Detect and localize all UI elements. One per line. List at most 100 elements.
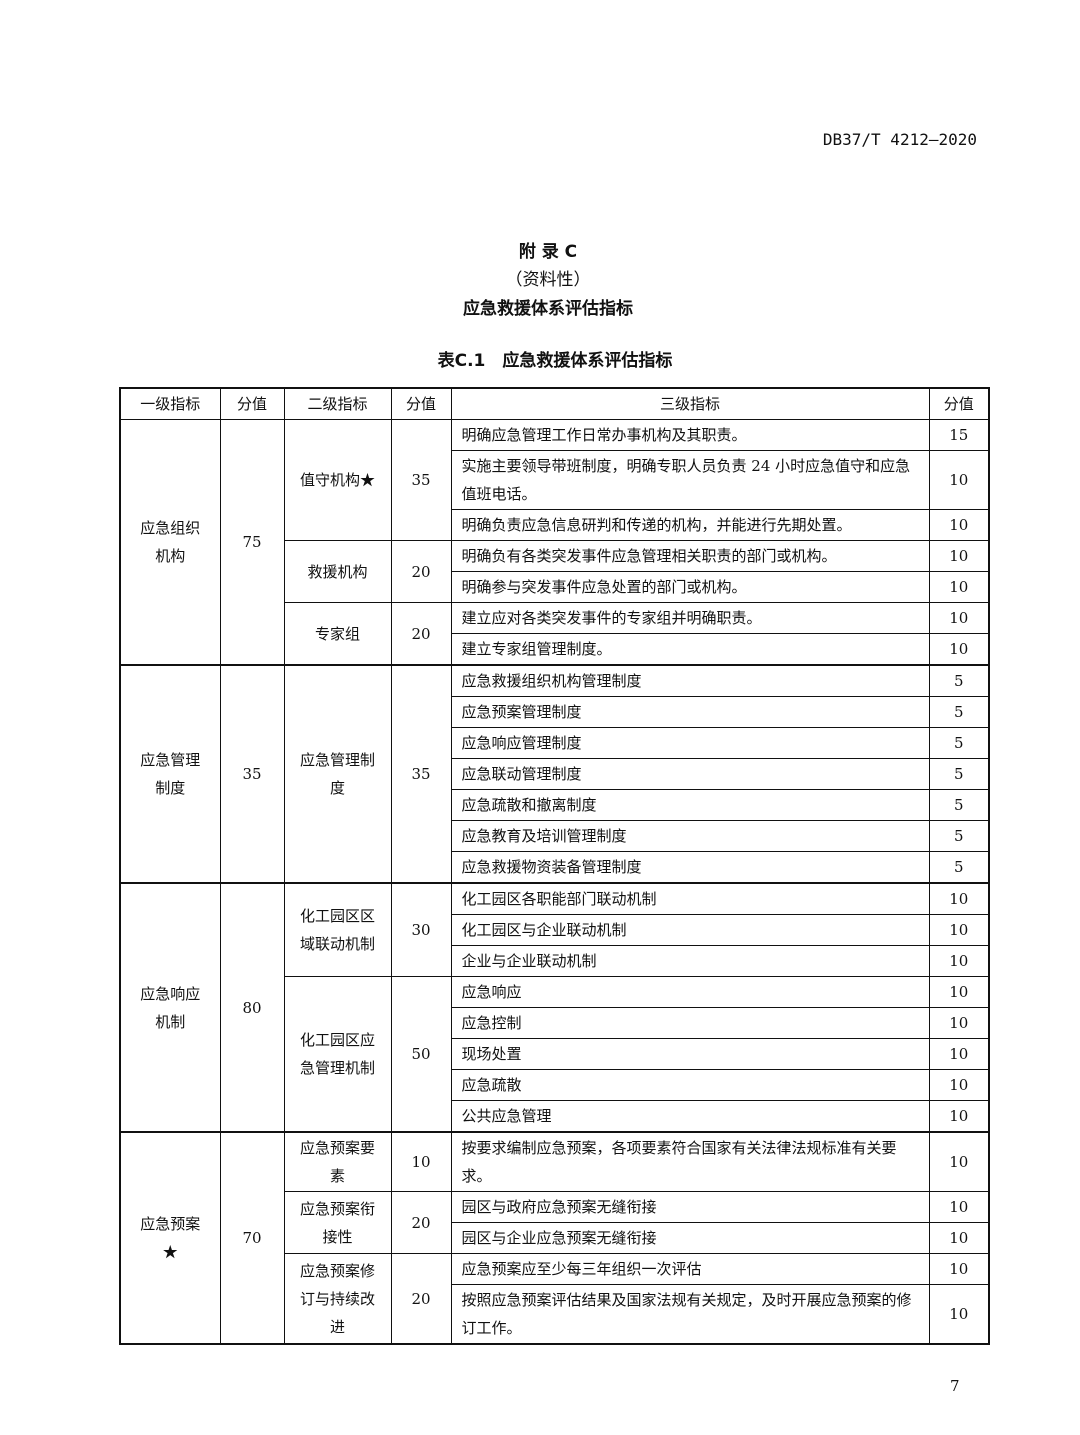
- level1-indicator: 应急管理制度: [119, 664, 221, 884]
- column-header: 分值: [928, 387, 990, 420]
- table-row: 现场处置 10: [120, 1038, 990, 1070]
- level3-indicator: 按照应急预案评估结果及国家法规有关规定，及时开展应急预案的修订工作。: [450, 1284, 930, 1345]
- level3-score: 10: [928, 540, 990, 572]
- table-row: 应急疏散和撤离制度 5: [120, 789, 990, 821]
- level2-score: 35: [390, 419, 452, 541]
- level3-score: 10: [928, 1100, 990, 1133]
- level3-score: 10: [928, 1284, 990, 1345]
- level3-score: 5: [928, 851, 990, 884]
- level3-indicator: 应急预案管理制度: [450, 696, 930, 728]
- level2-indicator: 应急预案修订与持续改进: [283, 1253, 392, 1345]
- level3-score: 10: [928, 633, 990, 666]
- table-body: 应急组织机构 75 值守机构★ 35 明确应急管理工作日常办事机构及其职责。 15 实施主要…: [119, 419, 990, 1345]
- level3-score: 10: [928, 1038, 990, 1070]
- table-caption: 表C.1 应急救援体系评估指标: [437, 351, 673, 371]
- level3-score: 10: [928, 945, 990, 977]
- level3-indicator: 应急响应: [450, 976, 930, 1008]
- level3-indicator: 应急疏散: [450, 1069, 930, 1101]
- level1-score: 80: [219, 882, 285, 1133]
- column-header: 二级指标: [283, 387, 392, 420]
- level1-indicator: 应急组织机构: [119, 419, 221, 666]
- table-row: 公共应急管理 10: [120, 1100, 990, 1133]
- level3-score: 10: [928, 882, 990, 915]
- page-number: 7: [950, 1377, 960, 1395]
- level3-indicator: 化工园区与企业联动机制: [450, 914, 930, 946]
- column-header: 一级指标: [119, 387, 221, 420]
- table-row: 应急预案修订与持续改进 20 应急预案应至少每三年组织一次评估 10: [120, 1253, 990, 1345]
- level3-indicator: 明确负有各类突发事件应急管理相关职责的部门或机构。: [450, 540, 930, 572]
- level3-indicator: 应急教育及培训管理制度: [450, 820, 930, 852]
- table-row: 应急组织机构 75 值守机构★ 35 明确应急管理工作日常办事机构及其职责。 15: [119, 419, 990, 666]
- table-row: 救援机构 20 明确负有各类突发事件应急管理相关职责的部门或机构。 10: [120, 540, 990, 603]
- level3-indicator: 应急预案应至少每三年组织一次评估: [450, 1253, 930, 1285]
- level3-indicator: 明确应急管理工作日常办事机构及其职责。: [450, 419, 930, 451]
- level3-score: 5: [928, 758, 990, 790]
- appendix-nature: （资料性）: [505, 270, 591, 290]
- table-row: 园区与企业应急预案无缝衔接 10: [120, 1222, 990, 1254]
- level1-score: 70: [219, 1131, 285, 1345]
- level3-indicator: 建立专家组管理制度。: [450, 633, 930, 666]
- level3-score: 10: [928, 1253, 990, 1285]
- level1-indicator: 应急响应机制: [119, 882, 221, 1133]
- level3-score: 10: [928, 571, 990, 603]
- level2-score: 20: [390, 602, 452, 666]
- level3-indicator: 公共应急管理: [450, 1100, 930, 1133]
- table-row: 建立专家组管理制度。 10: [120, 633, 990, 666]
- level3-indicator: 应急救援组织机构管理制度: [450, 664, 930, 697]
- table-header-row: 一级指标 分值 二级指标 分值 三级指标 分值: [119, 387, 990, 420]
- level3-score: 5: [928, 664, 990, 697]
- table-row: 明确负责应急信息研判和传递的机构，并能进行先期处置。 10: [120, 509, 990, 541]
- table-row: 应急联动管理制度 5: [120, 758, 990, 790]
- table-row: 企业与企业联动机制 10: [120, 945, 990, 977]
- level3-indicator: 化工园区各职能部门联动机制: [450, 882, 930, 915]
- level3-indicator: 按要求编制应急预案，各项要素符合国家有关法律法规标准有关要求。: [450, 1131, 930, 1192]
- level3-score: 5: [928, 727, 990, 759]
- level3-indicator: 明确参与突发事件应急处置的部门或机构。: [450, 571, 930, 603]
- level3-indicator: 应急控制: [450, 1007, 930, 1039]
- level3-score: 10: [928, 1222, 990, 1254]
- level3-score: 10: [928, 1191, 990, 1223]
- level2-score: 20: [390, 540, 452, 603]
- level2-score: 20: [390, 1253, 452, 1345]
- level3-indicator: 应急响应管理制度: [450, 727, 930, 759]
- table-row: 应急预案管理制度 5: [120, 696, 990, 728]
- level3-indicator: 实施主要领导带班制度，明确专职人员负责 24 小时应急值守和应急值班电话。: [450, 450, 930, 510]
- level3-indicator: 企业与企业联动机制: [450, 945, 930, 977]
- table-row: 应急管理制度 35 应急管理制度 35 应急救援组织机构管理制度 5: [119, 664, 990, 884]
- level2-indicator: 专家组: [283, 602, 392, 666]
- level2-indicator: 应急预案衔接性: [283, 1191, 392, 1254]
- table-row: 专家组 20 建立应对各类突发事件的专家组并明确职责。 10: [120, 602, 990, 666]
- level2-score: 20: [390, 1191, 452, 1254]
- column-header: 分值: [390, 387, 452, 420]
- level3-indicator: 园区与企业应急预案无缝衔接: [450, 1222, 930, 1254]
- level2-indicator: 值守机构★: [283, 419, 392, 541]
- table-row: 化工园区应急管理机制 50 应急响应 10: [120, 976, 990, 1133]
- level2-indicator: 救援机构: [283, 540, 392, 603]
- column-header: 分值: [219, 387, 285, 420]
- level3-score: 10: [928, 976, 990, 1008]
- column-header: 三级指标: [450, 387, 930, 420]
- table-row: 应急教育及培训管理制度 5: [120, 820, 990, 852]
- level3-indicator: 应急救援物资装备管理制度: [450, 851, 930, 884]
- level3-score: 5: [928, 696, 990, 728]
- level3-score: 10: [928, 450, 990, 510]
- level3-score: 10: [928, 1007, 990, 1039]
- level3-indicator: 应急联动管理制度: [450, 758, 930, 790]
- appendix-title: 应急救援体系评估指标: [463, 299, 633, 319]
- level3-score: 10: [928, 1131, 990, 1192]
- table-row: 应急救援物资装备管理制度 5: [120, 851, 990, 884]
- level3-indicator: 应急疏散和撤离制度: [450, 789, 930, 821]
- table-row: 应急响应机制 80 化工园区区域联动机制 30 化工园区各职能部门联动机制 10: [119, 882, 990, 1133]
- level3-indicator: 建立应对各类突发事件的专家组并明确职责。: [450, 602, 930, 634]
- level3-score: 10: [928, 914, 990, 946]
- level2-score: 30: [390, 882, 452, 977]
- level2-score: 10: [390, 1131, 452, 1192]
- level2-score: 35: [390, 664, 452, 884]
- level3-score: 10: [928, 509, 990, 541]
- table-row: 应急响应管理制度 5: [120, 727, 990, 759]
- appendix-label: 附 录 C: [518, 242, 578, 262]
- document-code: DB37/T 4212—2020: [822, 130, 977, 149]
- level2-indicator: 化工园区区域联动机制: [283, 882, 392, 977]
- table-row: 按照应急预案评估结果及国家法规有关规定，及时开展应急预案的修订工作。 10: [120, 1284, 990, 1345]
- level1-score: 35: [219, 664, 285, 884]
